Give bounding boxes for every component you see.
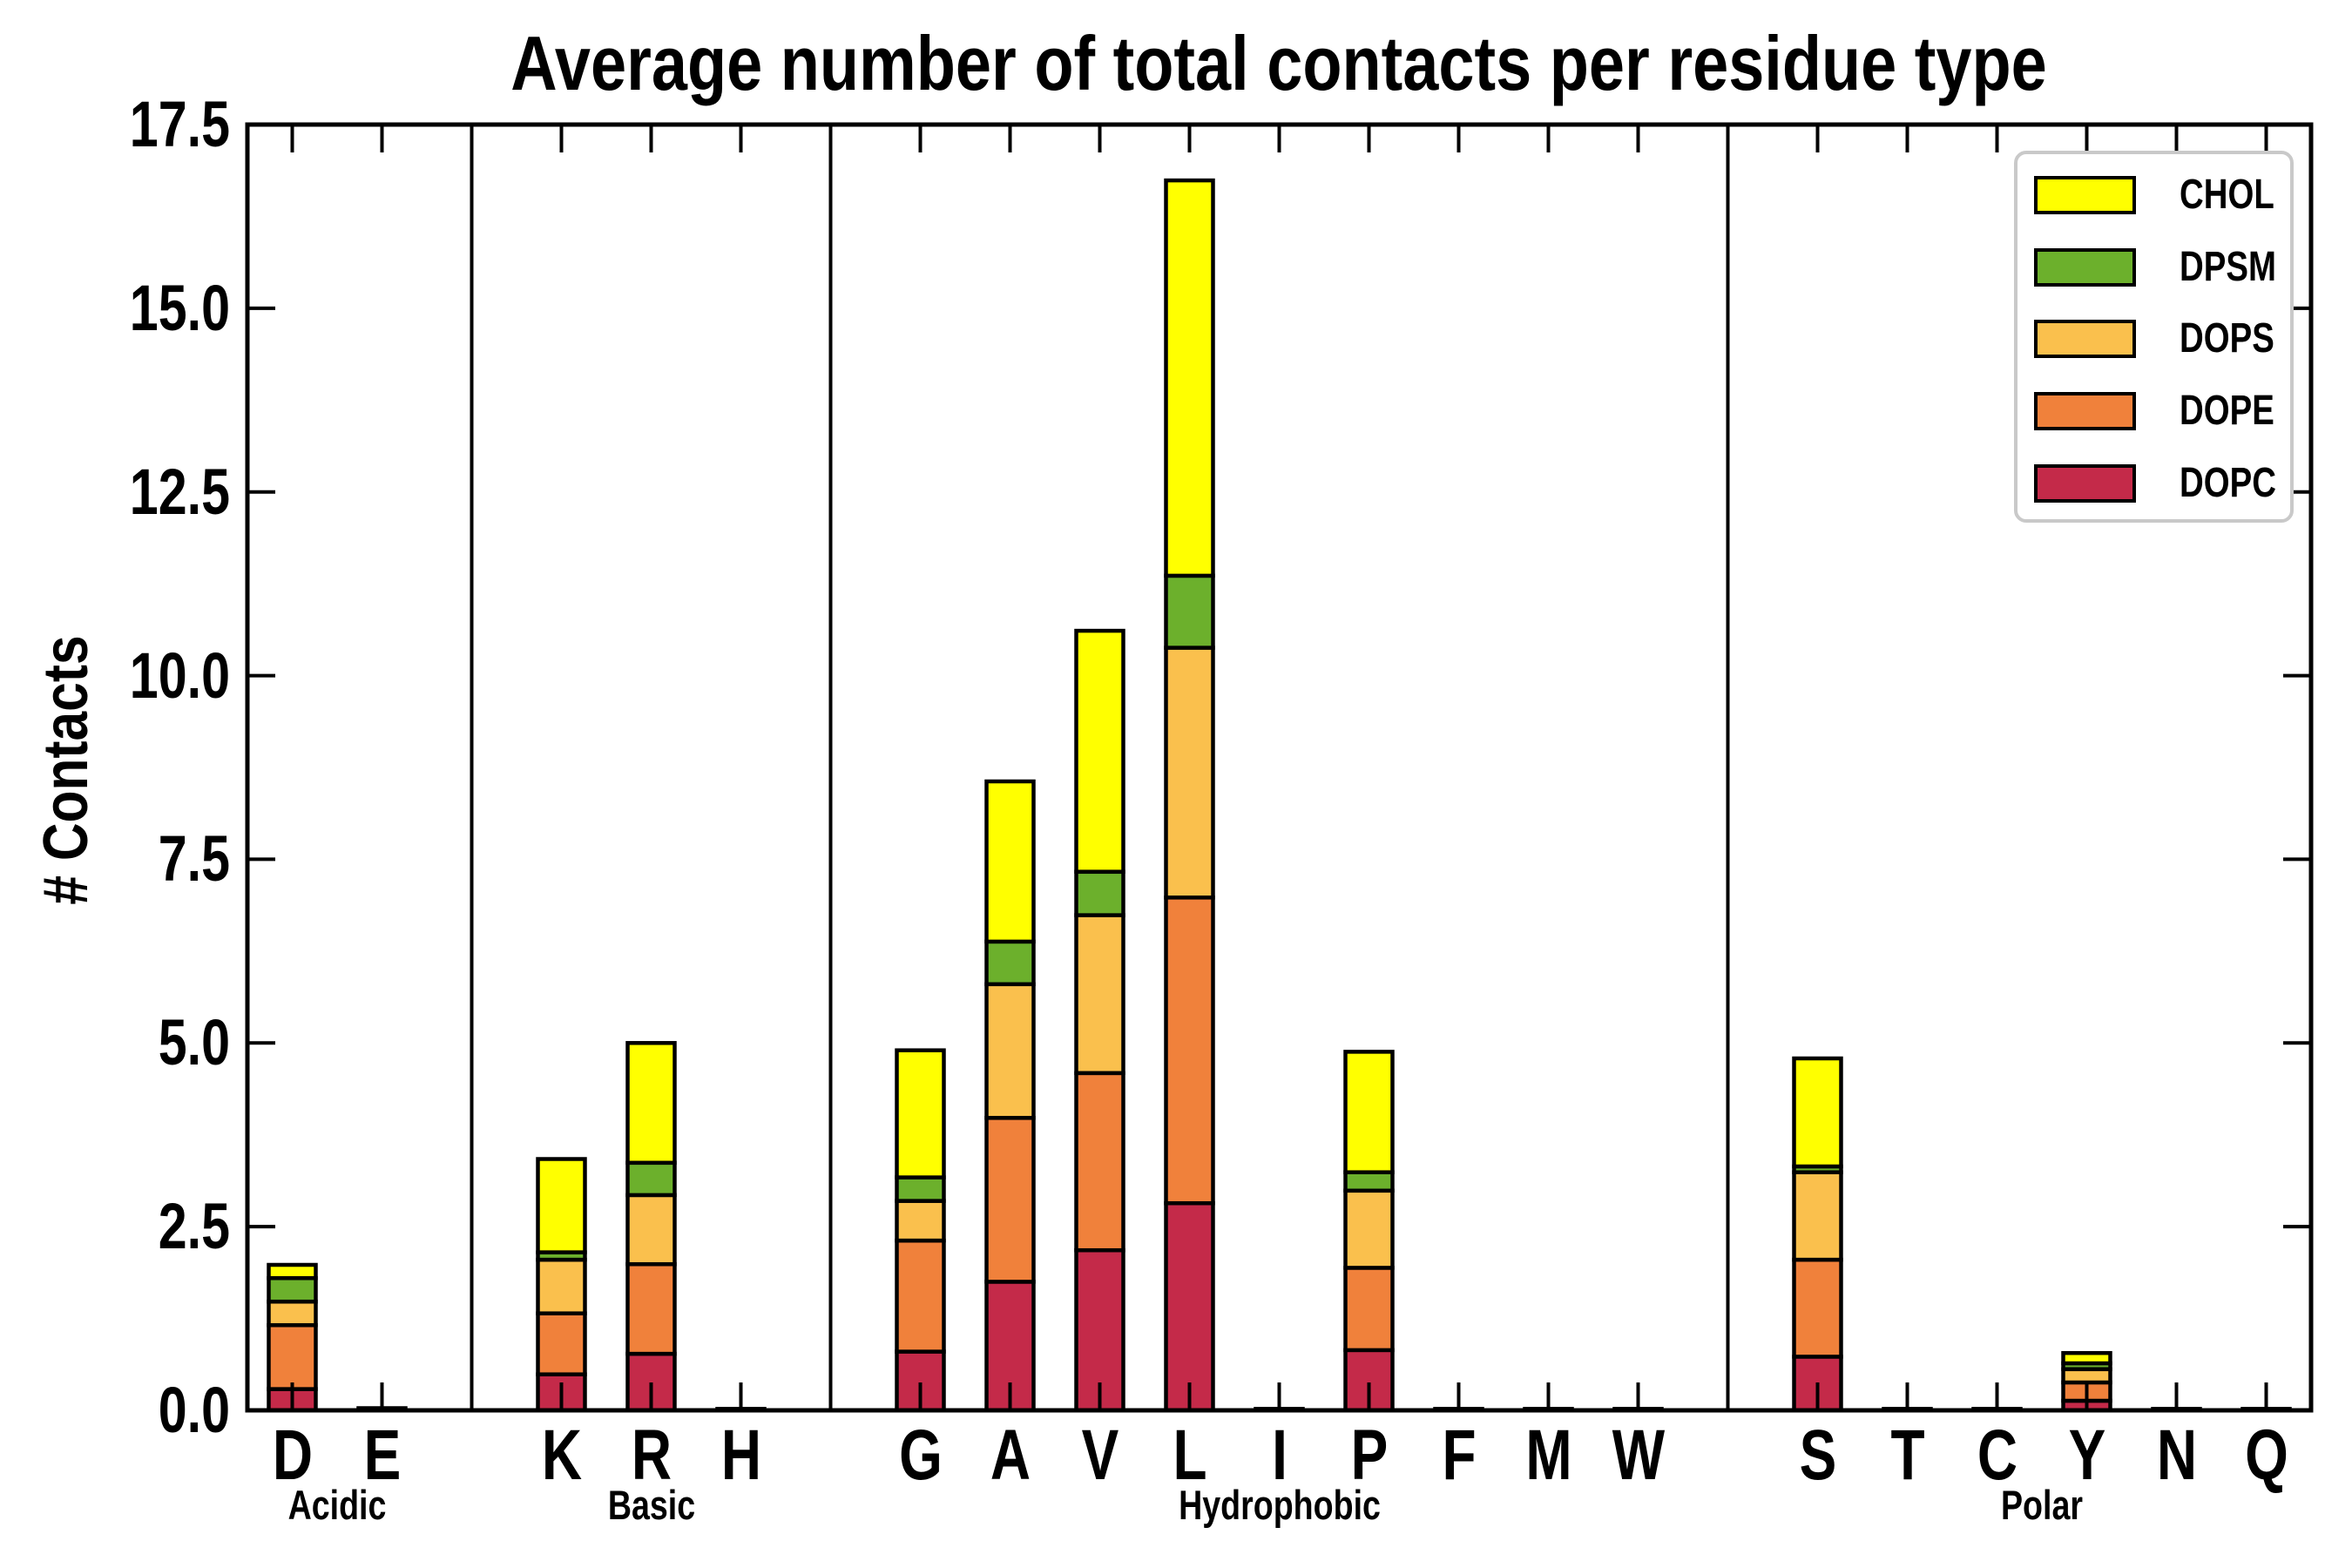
x-tick-label-W: W	[1612, 1416, 1665, 1495]
legend-label-chol: CHOL	[2180, 172, 2274, 218]
x-tick-label-A: A	[990, 1416, 1031, 1495]
bar-segment-D-CHOL	[267, 1262, 318, 1281]
x-tick-label-E: E	[363, 1416, 401, 1495]
bar-segment-K-CHOL	[536, 1157, 587, 1254]
x-tick-label-H: H	[720, 1416, 761, 1495]
bar-segment-L-DPSM	[1164, 573, 1215, 650]
group-label-hydrophobic: Hydrophobic	[1178, 1482, 1381, 1528]
bar-segment-D-DOPE	[267, 1322, 318, 1391]
bar-segment-V-CHOL	[1074, 628, 1125, 874]
legend-label-dops: DOPS	[2180, 315, 2274, 362]
bar-segment-A-DPSM	[984, 939, 1036, 987]
bar-segment-G-DOPE	[895, 1238, 946, 1354]
bar-segment-R-CHOL	[625, 1041, 677, 1166]
bar-segment-K-DOPE	[536, 1311, 587, 1376]
legend-swatch-dops	[2034, 320, 2136, 358]
bar-segment-S-DOPS	[1792, 1170, 1843, 1262]
chart-title: Average number of total contacts per res…	[510, 20, 2047, 106]
x-tick-label-T: T	[1889, 1416, 1925, 1495]
bar-segment-A-CHOL	[984, 779, 1036, 944]
bar-segment-A-DOPE	[984, 1116, 1036, 1284]
bar-segment-P-CHOL	[1343, 1050, 1395, 1174]
y-tick-label-0: 0.0	[158, 1374, 230, 1446]
legend-label-dpsm: DPSM	[2180, 244, 2276, 290]
y-tick-label-10: 10.0	[129, 639, 230, 712]
y-tick-label-5: 5.0	[158, 1006, 230, 1078]
bar-segment-R-DPSM	[625, 1160, 677, 1198]
x-tick-label-P: P	[1350, 1416, 1388, 1495]
x-tick-label-L: L	[1172, 1416, 1207, 1495]
bar-segment-R-DOPE	[625, 1261, 677, 1356]
y-tick-label-12.5: 12.5	[129, 456, 230, 528]
bar-segment-L-CHOL	[1164, 178, 1215, 578]
bar-segment-Y-CHOL	[2061, 1350, 2112, 1366]
bar-segment-V-DOPE	[1074, 1071, 1125, 1253]
x-tick-label-N: N	[2156, 1416, 2197, 1495]
bar-segment-P-DPSM	[1343, 1170, 1395, 1193]
x-tick-label-I: I	[1271, 1416, 1288, 1495]
group-label-acidic: Acidic	[287, 1482, 387, 1528]
x-tick-label-V: V	[1081, 1416, 1119, 1495]
bar-segment-V-DPSM	[1074, 869, 1125, 917]
x-tick-label-K: K	[541, 1416, 582, 1495]
bar-segment-D-DOPS	[267, 1299, 318, 1328]
x-tick-label-S: S	[1799, 1416, 1836, 1495]
bar-segment-A-DOPS	[984, 982, 1036, 1120]
y-tick-label-15: 15.0	[129, 272, 230, 344]
bar-segment-G-DPSM	[895, 1175, 946, 1203]
bar-segment-L-DOPC	[1164, 1200, 1215, 1413]
bar-segment-S-DOPE	[1792, 1257, 1843, 1359]
y-tick-label-2.5: 2.5	[158, 1190, 230, 1262]
bar-segment-L-DOPE	[1164, 896, 1215, 1206]
legend-label-dope: DOPE	[2180, 388, 2274, 434]
bar-segment-L-DOPS	[1164, 645, 1215, 900]
legend-swatch-dpsm	[2034, 248, 2136, 287]
bar-segment-V-DOPS	[1074, 913, 1125, 1076]
x-tick-label-M: M	[1524, 1416, 1572, 1495]
x-tick-label-D: D	[272, 1416, 313, 1495]
bar-segment-P-DOPE	[1343, 1266, 1395, 1353]
legend-label-dopc: DOPC	[2180, 460, 2276, 506]
x-tick-label-C: C	[1977, 1416, 2017, 1495]
group-label-polar: Polar	[2000, 1482, 2084, 1528]
x-tick-label-Q: Q	[2244, 1416, 2288, 1495]
legend-swatch-dopc	[2034, 464, 2136, 503]
x-tick-label-Y: Y	[2068, 1416, 2105, 1495]
bar-segment-G-CHOL	[895, 1048, 946, 1179]
y-tick-label-7.5: 7.5	[158, 822, 230, 895]
bar-segment-R-DOPS	[625, 1193, 677, 1267]
x-tick-label-F: F	[1441, 1416, 1477, 1495]
bar-segment-S-CHOL	[1792, 1056, 1843, 1169]
legend: CHOL DPSM DOPS DOPE DOPC	[2014, 151, 2294, 523]
legend-swatch-dope	[2034, 392, 2136, 430]
group-label-basic: Basic	[607, 1482, 695, 1528]
legend-swatch-chol	[2034, 176, 2136, 214]
y-tick-label-17.5: 17.5	[129, 88, 230, 160]
bar-segment-K-DOPS	[536, 1257, 587, 1315]
bar-segment-D-DPSM	[267, 1275, 318, 1304]
x-tick-label-R: R	[631, 1416, 672, 1495]
plot-border	[245, 122, 2314, 1413]
bar-segment-Y-DOPS	[2061, 1367, 2112, 1385]
bar-segment-G-DOPS	[895, 1199, 946, 1243]
bar-segment-P-DOPS	[1343, 1188, 1395, 1270]
x-tick-label-G: G	[898, 1416, 943, 1495]
